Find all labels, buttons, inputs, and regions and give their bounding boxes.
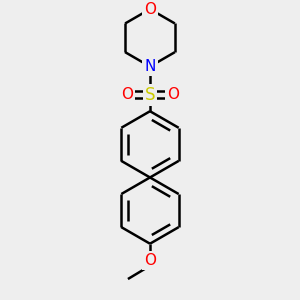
Text: N: N	[144, 59, 156, 74]
Text: O: O	[167, 87, 179, 102]
Text: O: O	[144, 253, 156, 268]
Text: O: O	[121, 87, 133, 102]
Text: S: S	[145, 86, 155, 104]
Text: O: O	[144, 2, 156, 16]
